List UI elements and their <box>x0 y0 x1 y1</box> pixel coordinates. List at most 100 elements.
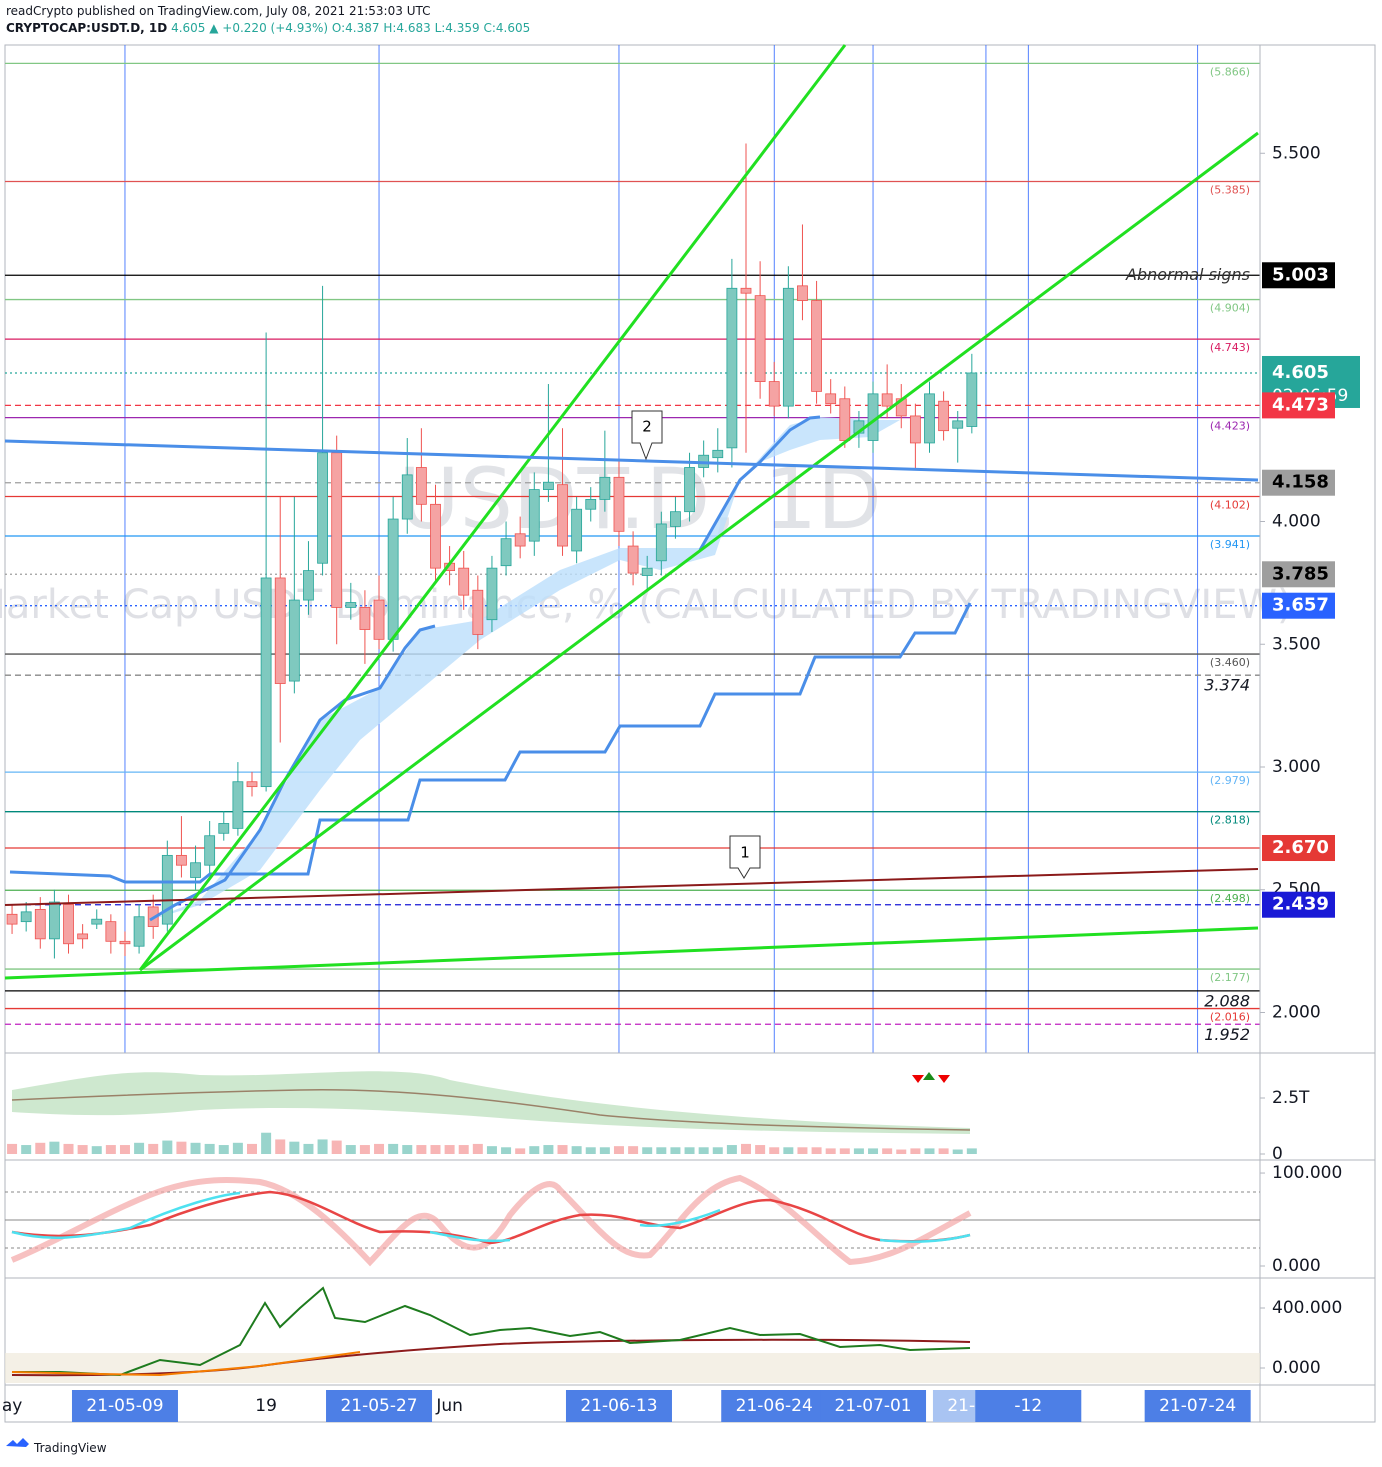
x-tick-label: 21-06-24 <box>736 1396 813 1416</box>
volume-bar <box>543 1145 554 1154</box>
y-tick-label: 0.000 <box>1272 1256 1321 1276</box>
callout <box>729 835 761 879</box>
volume-bar <box>444 1145 455 1154</box>
volume-bar <box>868 1148 879 1154</box>
price-badge <box>1262 561 1335 588</box>
level-label: (5.866) <box>1210 65 1250 78</box>
candle-body <box>684 467 695 513</box>
x-tick-label: ay <box>2 1396 22 1416</box>
volume-band <box>12 1071 970 1134</box>
volume-bar <box>501 1147 512 1154</box>
candle-body <box>966 372 978 427</box>
callout-label: 1 <box>740 844 750 862</box>
candle-body <box>571 508 583 552</box>
candle-body <box>811 300 822 392</box>
x-tick-box <box>565 1390 672 1422</box>
level-label: 1.952 <box>1204 1025 1250 1044</box>
y-tick-label: 3.500 <box>1272 634 1321 654</box>
candle-body <box>6 913 18 925</box>
last: 4.605 <box>171 21 206 35</box>
volume-bar <box>275 1139 286 1154</box>
candle-body <box>655 523 667 562</box>
price-badge-label: 3.785 <box>1272 563 1329 584</box>
x-tick-box <box>71 1390 178 1422</box>
candle-body <box>768 381 780 407</box>
price-badge-label: 4.158 <box>1272 472 1329 493</box>
candle-body <box>190 862 201 878</box>
base-line <box>698 415 821 551</box>
x-tick-label: 21-05-09 <box>86 1396 163 1416</box>
candle-body <box>232 781 244 829</box>
volume-bar <box>698 1147 709 1154</box>
x-tick-box <box>1144 1390 1251 1422</box>
volume-bar <box>755 1145 766 1154</box>
indicator-line <box>12 1286 971 1377</box>
candle-body <box>246 781 258 788</box>
volume-bar <box>486 1146 497 1154</box>
candle-body <box>754 295 766 382</box>
volume-bar <box>839 1148 850 1154</box>
volume-bar <box>529 1146 540 1154</box>
price-badge-label: 4.473 <box>1272 394 1329 415</box>
signal <box>912 1075 950 1083</box>
footer-brand-text: TradingView <box>33 1441 107 1455</box>
candle-body <box>952 420 964 429</box>
volume-bar <box>825 1148 836 1154</box>
volume-bar <box>924 1148 935 1154</box>
volume-bar <box>317 1139 328 1154</box>
candle-body <box>740 287 752 294</box>
symbol-line: CRYPTOCAP:USDT.D, 1D 4.605 ▲ +0.220 (+4.… <box>6 21 530 35</box>
candle-body <box>260 577 272 788</box>
candle-body <box>63 904 74 945</box>
price-badge <box>1262 469 1335 496</box>
candle-body <box>528 489 540 542</box>
volume-bar <box>741 1143 752 1154</box>
volume-bar <box>853 1148 864 1154</box>
candle-body <box>34 908 46 940</box>
level-label: (2.498) <box>1210 892 1250 905</box>
level-label: (4.904) <box>1210 302 1250 315</box>
trend-line <box>139 131 1259 972</box>
volume-bar <box>712 1147 723 1154</box>
candle-body <box>486 567 498 621</box>
candle-body <box>20 911 32 923</box>
y-tick-label: 400.000 <box>1272 1298 1342 1318</box>
price-badge-label: 4.605 <box>1272 362 1329 383</box>
volume-bar <box>557 1145 568 1154</box>
footer-brand: TradingView <box>33 1441 107 1455</box>
candle-body <box>77 933 89 940</box>
oscillator-signal <box>11 1191 971 1243</box>
oscillator-signal <box>11 1190 971 1245</box>
volume-bar <box>119 1145 130 1154</box>
candle-body <box>359 607 371 630</box>
candle-body <box>712 449 724 459</box>
candle-body <box>105 921 117 942</box>
callout-label: 2 <box>642 418 652 436</box>
volume-bar <box>232 1142 243 1154</box>
level-label: (4.743) <box>1210 341 1250 354</box>
volume-bar <box>571 1146 582 1154</box>
candle-body <box>627 545 639 574</box>
symbol: CRYPTOCAP:USDT.D, 1D <box>6 21 168 35</box>
y-tick-label: 0 <box>1272 1144 1283 1164</box>
indicator-ma <box>11 1338 971 1377</box>
candle-body <box>345 602 357 608</box>
volume-bar <box>105 1145 116 1154</box>
candle-body <box>91 918 103 925</box>
level-label: (5.385) <box>1210 183 1250 196</box>
candles <box>6 143 978 959</box>
x-tick-label: 19 <box>255 1396 277 1416</box>
volume-bar <box>472 1143 483 1154</box>
candle-body <box>331 452 343 608</box>
candle-body <box>782 287 794 407</box>
x-tick-box <box>820 1390 927 1422</box>
volume-bar <box>952 1149 963 1154</box>
signal <box>923 1072 935 1080</box>
volume-bar <box>811 1147 822 1154</box>
candle-body <box>176 854 187 866</box>
footer-logo <box>6 1438 29 1447</box>
candle-body <box>274 577 286 684</box>
candle-body <box>303 570 314 601</box>
volume-bar <box>613 1146 624 1154</box>
trend-line <box>4 439 1259 482</box>
